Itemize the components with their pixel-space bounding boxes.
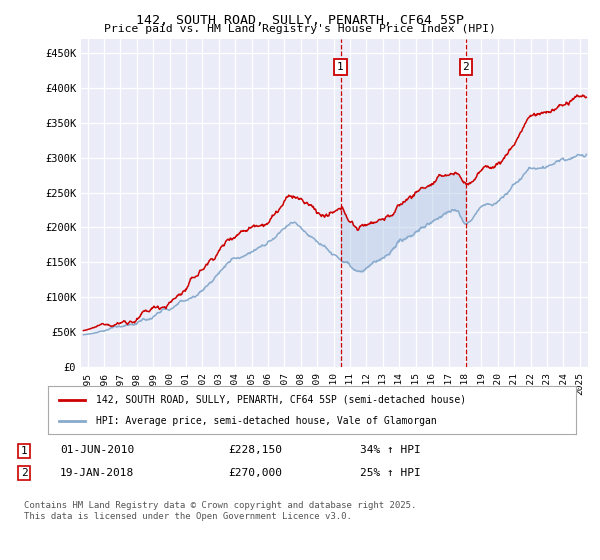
Text: 142, SOUTH ROAD, SULLY, PENARTH, CF64 5SP: 142, SOUTH ROAD, SULLY, PENARTH, CF64 5S… [136, 14, 464, 27]
Text: £228,150: £228,150 [228, 445, 282, 455]
Text: 1: 1 [337, 62, 344, 72]
Text: 34% ↑ HPI: 34% ↑ HPI [360, 445, 421, 455]
Text: Contains HM Land Registry data © Crown copyright and database right 2025.
This d: Contains HM Land Registry data © Crown c… [24, 501, 416, 521]
Text: 01-JUN-2010: 01-JUN-2010 [60, 445, 134, 455]
Text: £270,000: £270,000 [228, 468, 282, 478]
Text: HPI: Average price, semi-detached house, Vale of Glamorgan: HPI: Average price, semi-detached house,… [95, 416, 436, 426]
Text: 25% ↑ HPI: 25% ↑ HPI [360, 468, 421, 478]
Text: 2: 2 [20, 468, 28, 478]
Text: 1: 1 [20, 446, 28, 456]
Text: 142, SOUTH ROAD, SULLY, PENARTH, CF64 5SP (semi-detached house): 142, SOUTH ROAD, SULLY, PENARTH, CF64 5S… [95, 395, 466, 405]
Text: 19-JAN-2018: 19-JAN-2018 [60, 468, 134, 478]
Text: Price paid vs. HM Land Registry's House Price Index (HPI): Price paid vs. HM Land Registry's House … [104, 24, 496, 34]
Text: 2: 2 [463, 62, 469, 72]
